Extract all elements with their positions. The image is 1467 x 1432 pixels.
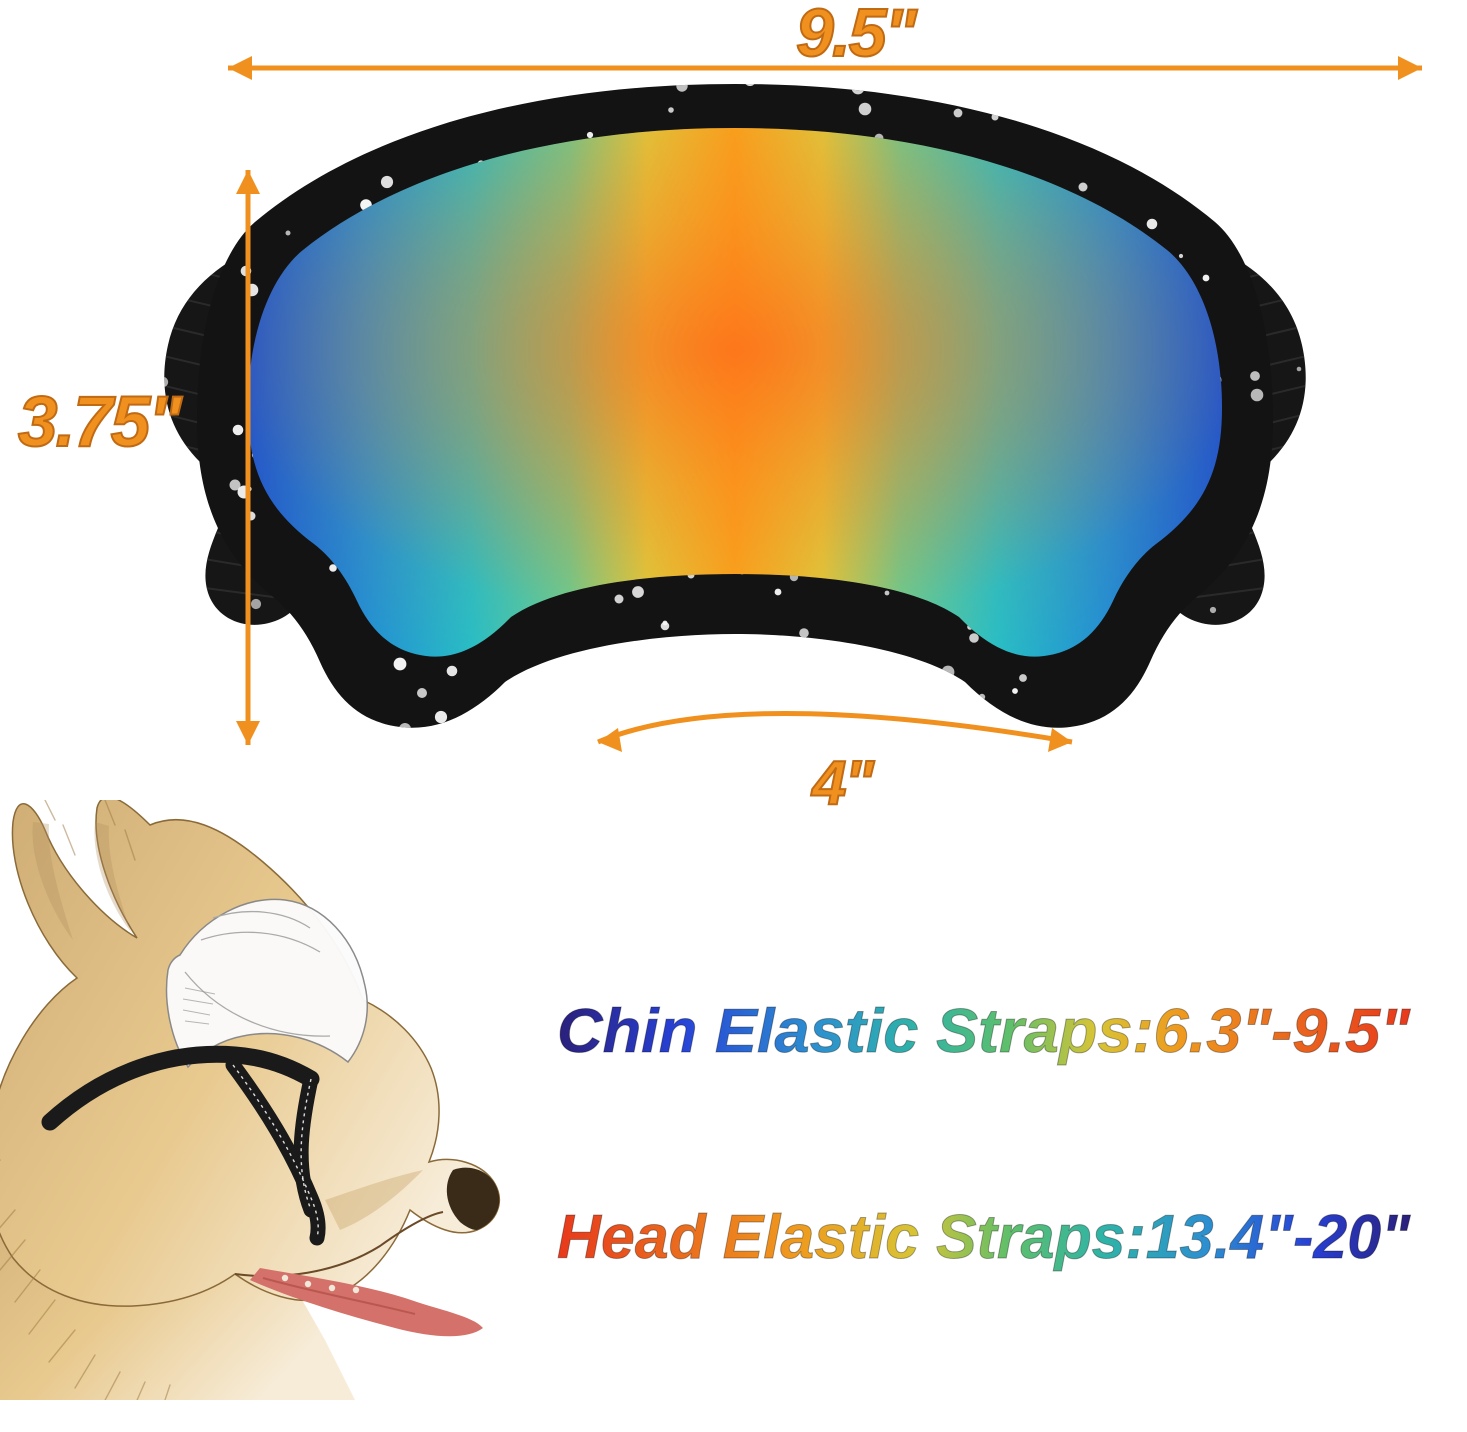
svg-text:Head Elastic Straps:13.4"-20": Head Elastic Straps:13.4"-20" bbox=[557, 1203, 1412, 1272]
svg-text:Chin Elastic Straps:6.3"-9.5": Chin Elastic Straps:6.3"-9.5" bbox=[557, 997, 1412, 1066]
